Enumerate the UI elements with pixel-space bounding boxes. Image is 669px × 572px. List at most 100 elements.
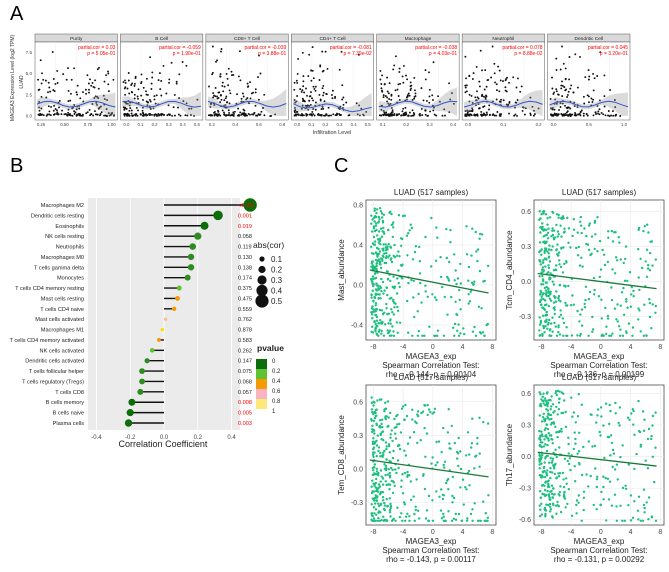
scatter-point xyxy=(374,310,377,313)
facet-point xyxy=(568,78,571,81)
scatter-point xyxy=(380,431,383,434)
scatter-point xyxy=(390,429,393,432)
scatter-point xyxy=(383,289,386,292)
scatter-point xyxy=(375,477,378,481)
scatter-point xyxy=(539,508,542,511)
scatter-point xyxy=(427,408,431,411)
facet-point xyxy=(308,99,311,102)
facet-point xyxy=(293,99,296,101)
regression-line xyxy=(369,459,489,478)
scatter-point xyxy=(391,311,394,314)
facet-point xyxy=(91,81,94,84)
lollipop-dot xyxy=(189,243,197,250)
scatter-point xyxy=(388,497,391,500)
facet-point xyxy=(211,73,214,76)
scatter-point xyxy=(381,491,385,494)
confidence-band xyxy=(207,89,287,116)
scatter-point xyxy=(452,326,455,329)
scatter-point xyxy=(626,279,629,283)
scatter-point xyxy=(385,255,388,258)
scatter-point xyxy=(553,321,556,325)
facet-point xyxy=(477,97,480,100)
scatter-point xyxy=(383,323,387,326)
size-legend-dot xyxy=(259,256,265,262)
facet-point xyxy=(572,91,575,94)
category-label: NK cells resting xyxy=(45,234,84,240)
scatter-point xyxy=(431,499,434,502)
facet-point xyxy=(392,68,395,71)
scatter-point xyxy=(373,442,376,445)
panel-b-xlabel: Correlation Coefficient xyxy=(119,439,208,449)
scatter-point xyxy=(468,453,471,456)
facet-point xyxy=(554,98,557,101)
scatter-point xyxy=(384,473,387,477)
scatter-point xyxy=(393,417,396,421)
scatter-point xyxy=(548,297,552,300)
scatter-point xyxy=(568,457,572,460)
scatter-point xyxy=(424,290,427,293)
facet-point xyxy=(209,105,212,108)
facet-point xyxy=(167,104,170,107)
facet-point xyxy=(38,106,41,109)
facet-point xyxy=(573,101,576,104)
scatter-point xyxy=(376,293,380,296)
facet-point xyxy=(452,102,455,105)
scatter-point xyxy=(425,432,429,435)
facet-point xyxy=(505,90,508,93)
facet-point xyxy=(254,88,257,91)
scatter-point xyxy=(378,519,382,522)
scatter-point xyxy=(487,494,490,497)
partial-cor-label: partial.cor = -0.059 xyxy=(159,45,201,51)
facet-point xyxy=(502,80,504,83)
facet-point xyxy=(185,102,188,105)
scatter-point xyxy=(381,230,384,233)
facet-point xyxy=(295,100,298,103)
scatter-point xyxy=(405,515,408,518)
scatter-point xyxy=(556,500,559,504)
scatter-point xyxy=(543,251,546,255)
scatter-point xyxy=(557,254,560,257)
facet-point xyxy=(596,105,599,107)
lollipop-dot xyxy=(175,296,180,301)
facet-point xyxy=(303,91,306,94)
facet-point xyxy=(484,98,487,100)
scatter-point xyxy=(379,433,382,437)
scatter-point xyxy=(538,429,541,433)
scatter-point xyxy=(549,476,552,480)
facet-title: Purity xyxy=(70,36,83,42)
scatter-point xyxy=(382,515,385,518)
scatter-point xyxy=(539,434,542,437)
scatter-point xyxy=(387,443,391,446)
y-tick-label: 0.0 xyxy=(521,279,531,286)
scatter-point xyxy=(545,408,548,411)
scatter-point xyxy=(393,484,396,487)
facet-x-tick: 0.3 xyxy=(166,122,173,127)
pvalue-label: <0.001 xyxy=(238,203,255,209)
facet-point xyxy=(508,112,510,115)
scatter-point xyxy=(543,286,547,290)
scatter-point xyxy=(439,509,443,512)
facet-point xyxy=(471,107,474,110)
scatter-point xyxy=(542,412,545,415)
scatter-point xyxy=(610,229,613,233)
facet-point xyxy=(225,72,228,75)
facet-point xyxy=(313,114,316,117)
scatter-point xyxy=(557,330,560,334)
facet-point xyxy=(312,77,315,80)
facet-point xyxy=(226,77,229,80)
facet-title: Dendritic Cell xyxy=(575,36,604,42)
facet-point xyxy=(604,114,607,117)
facet-point xyxy=(240,97,243,100)
facet-point xyxy=(480,110,483,113)
scatter-point xyxy=(450,295,453,299)
facet-point xyxy=(155,94,158,97)
category-label: T cells regulatory (Tregs) xyxy=(22,379,84,385)
scatter-point xyxy=(447,279,451,282)
facet-point xyxy=(450,92,453,95)
scatter-point xyxy=(549,293,552,296)
scatter-point xyxy=(371,451,375,454)
facet-point xyxy=(310,69,313,72)
scatter-point xyxy=(408,515,411,518)
scatter-point xyxy=(371,264,375,267)
scatter-point xyxy=(592,503,595,507)
